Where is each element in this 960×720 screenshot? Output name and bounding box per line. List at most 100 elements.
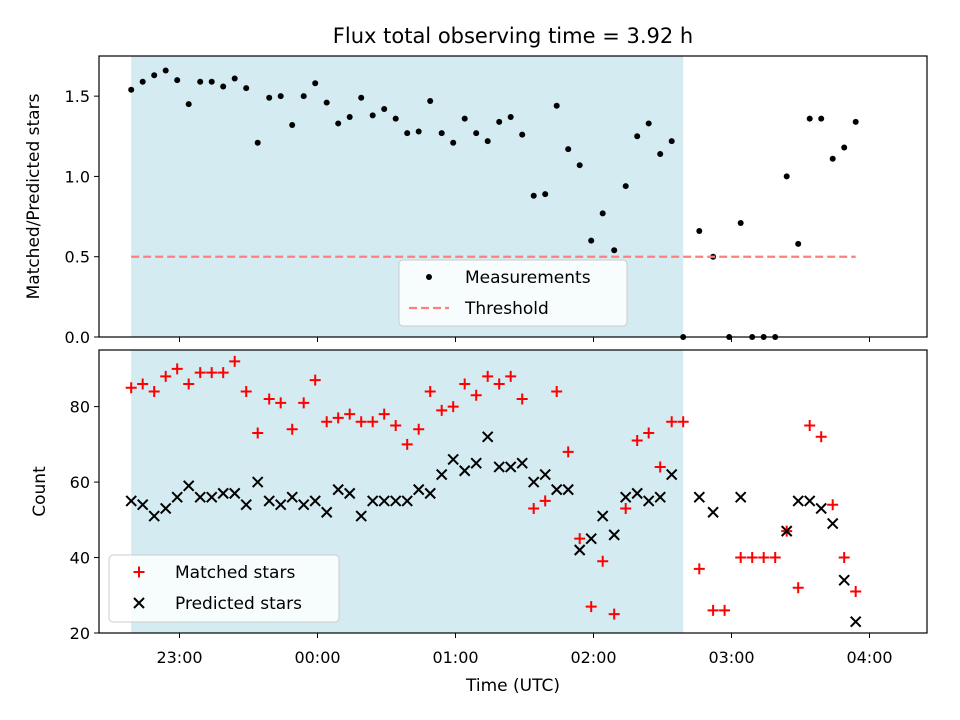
predicted-star-point (228, 487, 241, 500)
predicted-star-point (527, 476, 540, 488)
legend-predicted-marker (133, 597, 145, 609)
measurement-point (668, 138, 675, 145)
matched-star-point (719, 604, 731, 616)
predicted-star-point (849, 615, 862, 628)
predicted-star-point (458, 465, 471, 477)
matched-star-point (171, 363, 183, 375)
measurement-point (852, 118, 859, 125)
measurement-point (696, 228, 703, 235)
matched-star-point (447, 401, 459, 413)
predicted-star-point (447, 453, 459, 466)
predicted-star-point (792, 495, 804, 507)
top-y-tick-label: 1.5 (65, 87, 90, 106)
predicted-star-point (642, 495, 655, 507)
matched-star-point (183, 378, 195, 390)
matched-star-point (367, 416, 379, 428)
predicted-star-point (734, 491, 747, 503)
matched-star-point (516, 393, 528, 405)
predicted-star-point (355, 510, 367, 522)
measurement-point (312, 80, 319, 87)
top-y-tick-label: 0.5 (65, 248, 90, 267)
predicted-star-point (125, 495, 137, 507)
matched-star-point (206, 367, 218, 379)
measurement-point (737, 219, 744, 226)
measurement-point (427, 97, 434, 104)
bottom-panel: 20 40 60 80 23:00 00:00 01:00 02:00 03:00 04:00 Co… (30, 349, 928, 667)
matched-star-point (574, 533, 586, 545)
predicted-star-point (424, 487, 436, 500)
measurement-point (231, 75, 238, 82)
predicted-star-point (608, 529, 620, 541)
measurement-point (645, 120, 652, 127)
matched-star-point (528, 502, 540, 514)
bottom-y-tick-label: 80 (70, 398, 90, 417)
measurement-point (323, 99, 330, 106)
predicted-star-point (205, 491, 218, 503)
measurement-point (197, 78, 204, 85)
measurement-point (358, 94, 365, 101)
matched-star-point (735, 552, 747, 564)
predicted-star-point (619, 491, 632, 503)
measurement-point (415, 128, 422, 135)
predicted-star-point (182, 480, 195, 492)
matched-star-point (815, 431, 827, 443)
predicted-star-point (251, 476, 264, 488)
measurement-point (289, 122, 296, 129)
predicted-star-point (171, 491, 183, 503)
bottom-y-tick-label: 20 (70, 624, 90, 643)
measurement-point (128, 86, 135, 93)
matched-star-point (608, 608, 620, 620)
matched-star-point (850, 585, 862, 597)
matched-star-point (746, 552, 758, 564)
predicted-star-point (263, 495, 275, 507)
measurement-point (461, 115, 468, 122)
x-tick-label: 04:00 (846, 648, 892, 667)
measurement-point (806, 115, 813, 122)
matched-star-point (298, 397, 310, 409)
predicted-star-point (654, 491, 666, 503)
matched-star-point (677, 416, 689, 428)
measurement-point (450, 139, 457, 146)
predicted-star-point (412, 483, 425, 496)
matched-star-point (707, 604, 719, 616)
legend-label: Threshold (464, 299, 549, 319)
measurement-point (369, 112, 376, 119)
matched-star-point (217, 367, 229, 379)
matched-star-point (827, 499, 839, 511)
matched-star-point (160, 370, 172, 382)
matched-star-point (643, 427, 655, 439)
matched-star-point (148, 386, 160, 398)
legend-label: Matched stars (175, 563, 295, 583)
matched-star-point (263, 393, 275, 405)
predicted-star-point (217, 487, 229, 500)
predicted-star-point (378, 495, 390, 507)
matched-star-point (240, 386, 252, 398)
top-y-axis-label: Matched/Predicted stars (24, 93, 44, 299)
matched-star-point (321, 416, 333, 428)
predicted-star-point (136, 498, 149, 511)
matched-star-point (252, 427, 264, 439)
legend-measurements-marker (426, 274, 432, 280)
predicted-star-point (550, 483, 563, 496)
matched-star-point (620, 502, 632, 514)
x-tick-label: 01:00 (432, 648, 478, 667)
matched-star-point (286, 423, 298, 435)
predicted-star-point (493, 461, 505, 473)
predicted-star-point (159, 502, 172, 515)
x-tick-label: 02:00 (570, 648, 616, 667)
matched-star-point (804, 419, 816, 431)
measurement-point (346, 114, 353, 121)
matched-star-point (505, 370, 517, 382)
matched-star-point (378, 408, 390, 420)
bottom-y-tick-label: 40 (70, 549, 90, 568)
predicted-star-point (240, 498, 252, 511)
predicted-star-point (366, 495, 379, 507)
measurement-point (139, 78, 146, 85)
matched-star-point (413, 423, 425, 435)
matched-star-point (275, 397, 287, 409)
matched-star-point (769, 552, 781, 564)
measurement-point (611, 247, 618, 254)
matched-star-point (838, 552, 850, 564)
measurement-point (599, 210, 606, 217)
